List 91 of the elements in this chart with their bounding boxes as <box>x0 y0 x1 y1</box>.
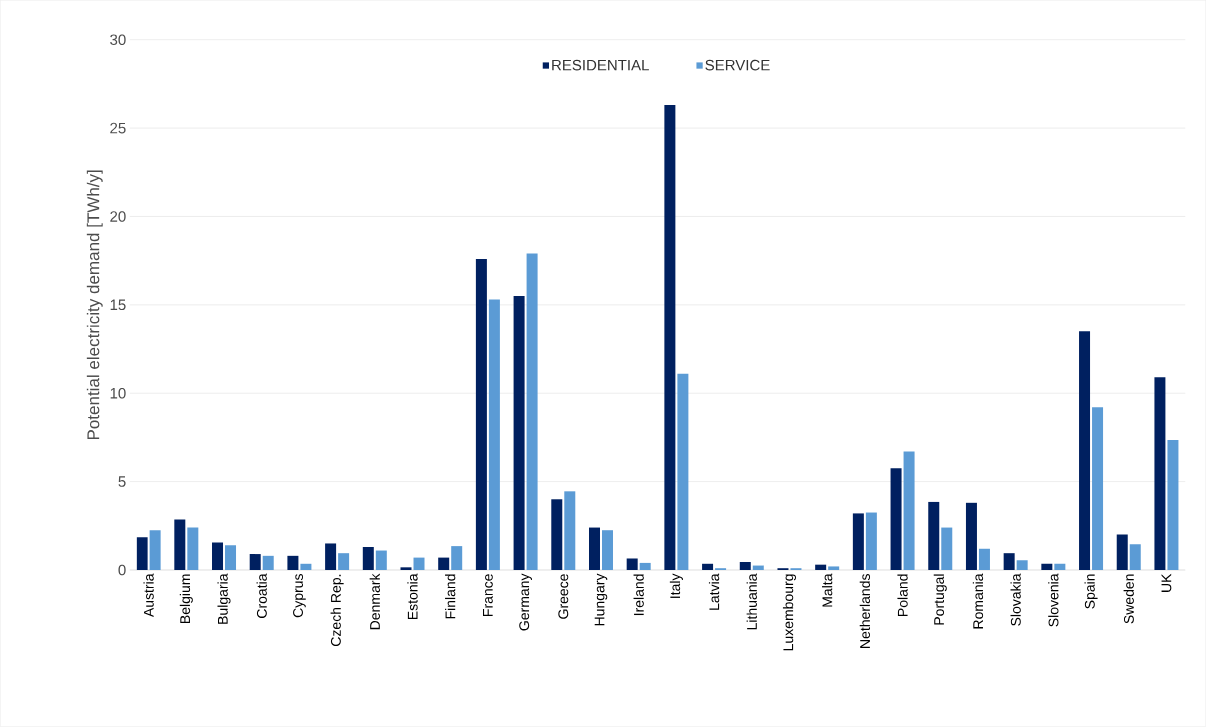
bar <box>325 543 337 571</box>
x-tick-label: Netherlands <box>859 574 871 649</box>
bar <box>941 527 953 571</box>
bar <box>965 502 977 571</box>
y-tick-label: 10 <box>110 388 126 399</box>
x-tick-label: Italy <box>669 573 683 599</box>
x-tick-label: Denmark <box>369 573 380 630</box>
x-tick-label: Germany <box>519 573 532 631</box>
bar <box>865 512 877 571</box>
bar <box>639 563 651 571</box>
x-tick-label: Bulgaria <box>217 573 231 624</box>
legend-label: RESIDENTIAL <box>552 59 649 71</box>
x-tick-label: Estonia <box>407 573 418 620</box>
bar <box>702 563 714 571</box>
bar <box>400 567 412 571</box>
bar <box>375 550 387 571</box>
x-tick-label: Malta <box>822 573 833 607</box>
bar <box>828 566 840 571</box>
bar <box>287 555 299 571</box>
x-tick-label: France <box>483 574 493 617</box>
bar <box>601 530 613 571</box>
y-axis-title: Potential electricity demand [TWh/y] <box>86 170 103 440</box>
bar <box>174 519 186 571</box>
bar <box>413 557 425 571</box>
x-tick-label: Romania <box>972 573 984 629</box>
x-tick-label: Cyprus <box>293 574 306 618</box>
bar <box>1092 407 1104 571</box>
bar <box>1003 553 1015 571</box>
x-tick-label: Czech Rep. <box>330 574 344 647</box>
y-tick-label: 5 <box>118 476 126 487</box>
bar <box>1016 560 1028 571</box>
bar <box>890 468 902 571</box>
bar <box>978 548 990 571</box>
y-tick-label: 20 <box>110 211 126 222</box>
bar <box>664 105 676 571</box>
bar <box>136 537 148 571</box>
bar <box>488 299 500 571</box>
bar <box>513 296 525 571</box>
y-tick-label: 0 <box>118 564 126 576</box>
x-tick-label: Portugal <box>933 574 947 625</box>
x-tick-label: Lithuania <box>746 573 757 630</box>
x-tick-label: Greece <box>558 574 569 619</box>
bar <box>551 499 563 571</box>
x-tick-label: Croatia <box>256 573 267 619</box>
bar <box>588 527 600 571</box>
bar <box>262 555 274 571</box>
x-tick-label: Ireland <box>633 574 644 616</box>
bar <box>212 542 224 571</box>
x-tick-label: Austria <box>143 573 154 618</box>
bar <box>1154 377 1166 571</box>
x-tick-label: Slovakia <box>1010 573 1021 626</box>
bar <box>1116 534 1128 571</box>
bar <box>149 530 161 571</box>
bar <box>187 527 199 571</box>
bar <box>362 547 374 571</box>
x-tick-label: Hungary <box>594 573 608 626</box>
bar <box>903 451 915 571</box>
bar <box>815 564 827 571</box>
bar <box>249 554 261 571</box>
x-tick-label: Luxembourg <box>782 574 796 651</box>
legend-label: SERVICE <box>705 59 770 71</box>
bar <box>1167 440 1179 571</box>
bar <box>626 558 638 571</box>
x-tick-label: Slovenia <box>1048 573 1059 627</box>
bar <box>451 546 463 571</box>
bar <box>475 259 487 571</box>
x-tick-label: Spain <box>1084 574 1098 609</box>
y-tick-label: 15 <box>110 299 126 311</box>
bar <box>677 373 689 571</box>
bar <box>1041 563 1053 571</box>
x-tick-label: Belgium <box>179 574 193 624</box>
bar <box>739 562 751 571</box>
bar <box>438 557 450 571</box>
bar <box>752 565 764 571</box>
x-tick-label: Sweden <box>1123 574 1134 624</box>
x-tick-label: Poland <box>897 574 908 617</box>
bar <box>1054 563 1066 571</box>
bar <box>928 502 940 571</box>
bar <box>526 253 538 571</box>
bar <box>1079 331 1091 571</box>
x-tick-label: UK <box>1161 573 1172 593</box>
bar <box>852 513 864 571</box>
bar <box>300 563 312 571</box>
bar <box>564 491 576 571</box>
y-tick-label: 25 <box>110 122 126 134</box>
x-tick-label: Finland <box>445 574 456 619</box>
bar <box>338 553 350 571</box>
bar <box>225 545 237 571</box>
bar <box>1129 544 1141 571</box>
y-tick-label: 30 <box>110 34 126 46</box>
x-tick-label: Latvia <box>708 573 720 610</box>
